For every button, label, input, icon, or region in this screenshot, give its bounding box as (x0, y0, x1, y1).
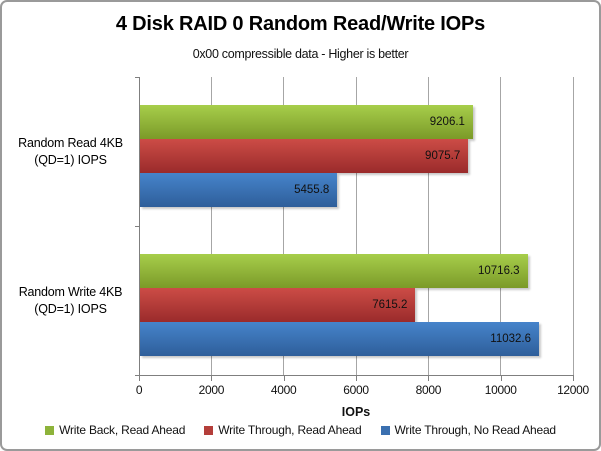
bar-write-through-no-read-ahead-cat1: 11032.6 (140, 322, 539, 356)
gridline-8000 (427, 77, 429, 375)
x-axis-tick-0 (139, 375, 140, 381)
legend-item-0: Write Back, Read Ahead (45, 423, 185, 437)
x-tick-label-12000: 12000 (557, 383, 589, 397)
legend-label: Write Back, Read Ahead (59, 423, 186, 437)
plot-area: 9206.1 9075.7 5455.8 10716.3 7615.2 11032.6 (139, 77, 574, 375)
value-label: 9206.1 (429, 116, 465, 128)
category-label-0: Random Read 4KB (QD=1) IOPS (6, 135, 135, 169)
bar-write-back-read-ahead-cat0: 9206.1 (140, 105, 473, 139)
x-tick-label-4000: 4000 (270, 383, 297, 397)
bar-write-through-no-read-ahead-cat0: 5455.8 (140, 173, 338, 207)
gridline-12000 (572, 77, 574, 375)
x-axis-tick-10000 (500, 375, 502, 381)
category-label-line1: Random Write 4KB (18, 284, 123, 299)
legend-item-1: Write Through, Read Ahead (204, 423, 362, 437)
x-tick-label-2000: 2000 (198, 383, 225, 397)
bar-write-through-read-ahead-cat0: 9075.7 (140, 139, 469, 173)
value-label: 5455.8 (294, 184, 330, 196)
x-axis-tick-2000 (211, 375, 213, 381)
legend: Write Back, Read Ahead Write Through, Rea… (2, 423, 599, 437)
category-label-1: Random Write 4KB (QD=1) IOPS (6, 284, 135, 318)
bar-write-back-read-ahead-cat1: 10716.3 (140, 254, 528, 288)
x-tick-label-6000: 6000 (343, 383, 369, 397)
value-label: 11032.6 (490, 333, 531, 345)
x-tick-label-0: 0 (135, 383, 143, 397)
x-axis-tick-12000 (573, 375, 574, 381)
y-axis-tick-0 (135, 77, 140, 78)
y-axis-tick-1 (135, 226, 140, 227)
bar-write-through-read-ahead-cat1: 7615.2 (140, 288, 416, 322)
x-axis-tick-8000 (428, 375, 430, 381)
chart-subtitle: 0x00 compressible data - Higher is bette… (192, 47, 409, 61)
gridline-2000 (210, 77, 212, 375)
legend-swatch-icon (204, 425, 214, 435)
gridline-10000 (500, 77, 502, 375)
category-label-line2: (QD=1) IOPS (34, 152, 107, 167)
y-axis-tick-2 (135, 375, 140, 376)
chart-title: 4 Disk RAID 0 Random Read/Write IOPs (115, 13, 486, 35)
value-label: 9075.7 (425, 150, 461, 162)
value-label: 10716.3 (477, 265, 520, 277)
gridline-4000 (283, 77, 285, 375)
x-tick-label-8000: 8000 (415, 383, 442, 397)
category-label-line2: (QD=1) IOPS (34, 301, 107, 316)
legend-label: Write Through, Read Ahead (218, 423, 362, 437)
x-axis-title: IOPs (341, 405, 371, 419)
x-axis-tick-4000 (283, 375, 285, 381)
x-tick-label-10000: 10000 (484, 383, 517, 397)
legend-item-2: Write Through, No Read Ahead (380, 423, 557, 437)
x-axis-tick-6000 (356, 375, 357, 381)
legend-swatch-icon (380, 425, 390, 435)
legend-swatch-icon (45, 425, 55, 435)
gridline-6000 (355, 77, 357, 375)
category-label-line1: Random Read 4KB (18, 135, 123, 150)
value-label: 7615.2 (372, 299, 408, 311)
legend-label: Write Through, No Read Ahead (394, 423, 557, 437)
